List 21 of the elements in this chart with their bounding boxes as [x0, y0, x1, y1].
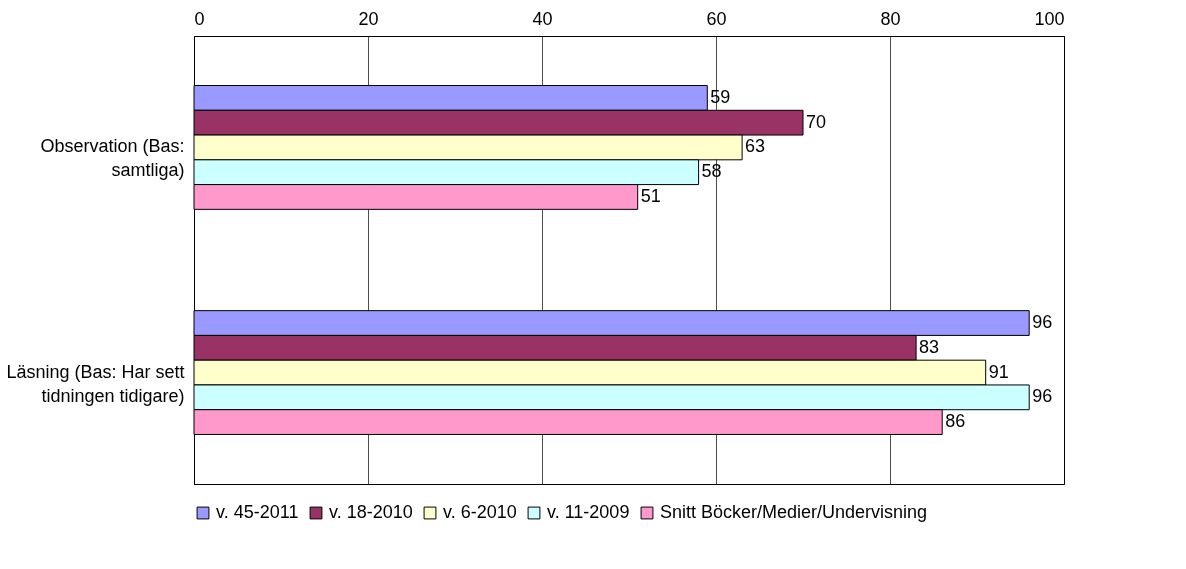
- data-label: 96: [1032, 312, 1053, 333]
- x-tick-label: 40: [532, 8, 553, 29]
- data-label: 51: [640, 185, 661, 206]
- legend-label: v. 18-2010: [329, 502, 413, 522]
- data-label: 86: [945, 411, 966, 432]
- y-tick-label: Läsning (Bas: Har sett tidningen tidigare): [6, 361, 185, 406]
- legend-label: v. 11-2009: [547, 502, 630, 522]
- data-label: 96: [1032, 386, 1053, 407]
- x-tick-label: 60: [706, 8, 727, 29]
- y-tick-label: Observation (Bas: samtliga): [40, 136, 185, 181]
- data-label: 91: [988, 361, 1009, 382]
- legend-label: v. 45-2011: [216, 502, 299, 522]
- data-label: 83: [919, 336, 940, 357]
- x-tick-label: 100: [1034, 8, 1065, 29]
- data-label: 70: [806, 111, 827, 132]
- x-tick-label: 20: [358, 8, 379, 29]
- data-label: 63: [745, 136, 766, 157]
- legend-label: Snitt Böcker/Medier/Undervisning: [660, 502, 928, 522]
- legend-label: v. 6-2010: [443, 502, 517, 522]
- x-tick-label: 0: [194, 8, 205, 29]
- x-tick-label: 80: [880, 8, 901, 29]
